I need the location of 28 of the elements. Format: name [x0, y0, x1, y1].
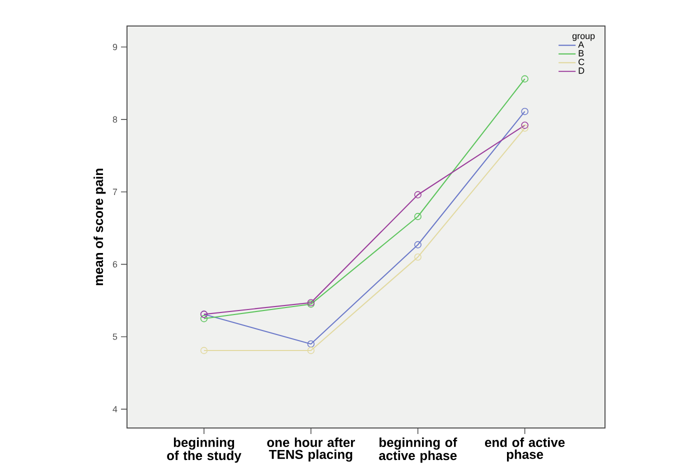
point	[414, 241, 422, 248]
point	[200, 346, 208, 354]
point	[307, 340, 315, 348]
legend-title: group	[572, 34, 595, 41]
y-axis-title: mean of score pain	[94, 168, 106, 286]
x-tick-label: end of active phase	[485, 438, 565, 462]
x-tick-label: beginning of active phase	[379, 438, 458, 463]
legend-label: B	[578, 50, 584, 56]
point	[414, 191, 422, 198]
point	[200, 315, 208, 322]
point	[521, 108, 528, 116]
x-tick-label: one hour after TENS placing	[267, 438, 355, 462]
y-tick-label: 5	[112, 334, 118, 340]
legend-label: A	[578, 42, 584, 48]
y-tick-label: 9	[112, 44, 118, 50]
x-tick-label: beginning of the study	[167, 438, 242, 463]
point	[521, 124, 528, 132]
y-tick-label: 4	[112, 406, 118, 412]
y-tick-label: 8	[112, 116, 118, 123]
point	[414, 212, 422, 220]
point	[521, 75, 528, 82]
y-tick-label: 6	[112, 261, 118, 268]
y-tick-label: 7	[112, 188, 118, 195]
legend-label: C	[578, 58, 584, 66]
point	[414, 253, 422, 261]
point	[307, 346, 315, 354]
point	[521, 122, 528, 129]
legend-label: D	[578, 68, 584, 74]
